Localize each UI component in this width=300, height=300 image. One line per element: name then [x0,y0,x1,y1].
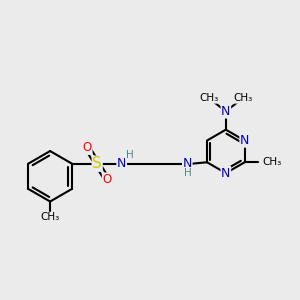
Text: O: O [102,173,112,186]
Text: CH₃: CH₃ [40,212,60,222]
Text: N: N [240,134,249,147]
Text: N: N [183,157,192,170]
Text: S: S [92,156,102,171]
Text: N: N [117,157,126,170]
Text: CH₃: CH₃ [262,157,281,167]
Text: O: O [83,141,92,154]
Text: N: N [221,105,230,118]
Text: CH₃: CH₃ [233,93,252,103]
Text: H: H [184,169,192,178]
Text: CH₃: CH₃ [200,93,219,103]
Text: H: H [126,150,133,160]
Text: N: N [221,167,230,180]
